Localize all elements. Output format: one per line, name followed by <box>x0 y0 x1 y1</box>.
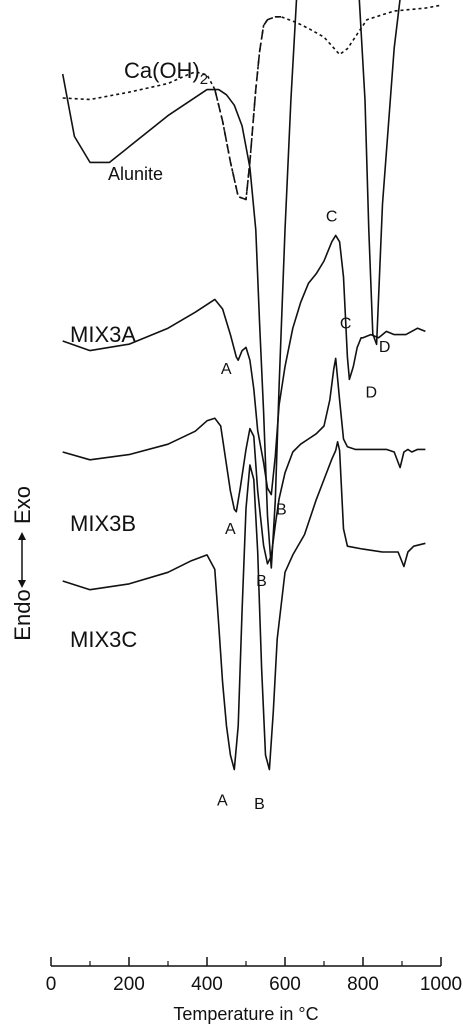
peak-label-mix3a-d: D <box>366 384 378 401</box>
ylabel-arrow-head-exo <box>18 532 26 540</box>
trace-alunite <box>61 0 401 569</box>
y-axis-label: Exo Endo <box>10 486 35 641</box>
ylabel-exo: Exo <box>10 486 35 524</box>
peak-label-mix3c-a: A <box>217 793 228 810</box>
peak-label-mix3a-b: B <box>276 502 287 519</box>
trace-mix3b <box>62 357 426 565</box>
peak-label-mix3b-c: C <box>340 315 352 332</box>
x-axis-title: Temperature in °C <box>173 1004 318 1024</box>
trace-mix3c <box>62 441 426 771</box>
peak-label-mix3b-b: B <box>256 573 267 590</box>
trace-layer <box>61 0 442 771</box>
trace-ca-oh <box>62 4 442 201</box>
trace-mix3a <box>62 234 426 496</box>
series-label-caoh2: Ca(OH)2 <box>124 58 208 88</box>
trace-caoh2-dip <box>214 16 282 201</box>
peak-label-mix3c-b: B <box>254 796 265 813</box>
ylabel-arrow-head-endo <box>18 580 26 588</box>
peak-label-alunite-d: D <box>379 339 391 356</box>
x-axis-title-main: Temperature in <box>173 1004 298 1024</box>
x-ticks: 0 200 400 600 800 1000 <box>46 957 462 995</box>
x-tick-label-800: 800 <box>347 974 379 995</box>
series-label-alunite: Alunite <box>108 164 163 184</box>
series-labels: Ca(OH)2 Alunite MIX3A MIX3B MIX3C <box>70 58 208 652</box>
x-tick-label-200: 200 <box>113 974 145 995</box>
peak-label-mix3a-a: A <box>221 361 232 378</box>
ylabel-endo: Endo <box>10 589 35 640</box>
x-tick-label-1000: 1000 <box>420 974 462 995</box>
peak-label-mix3a-c: C <box>326 208 338 225</box>
series-label-caoh2-main: Ca(OH) <box>124 58 200 83</box>
x-tick-label-600: 600 <box>269 974 301 995</box>
peak-labels: D A B C D A B C A B <box>217 208 391 813</box>
x-axis-title-unit: °C <box>298 1004 318 1024</box>
x-tick-label-0: 0 <box>46 974 57 995</box>
peak-label-mix3b-a: A <box>225 521 236 538</box>
series-label-caoh2-sub: 2 <box>200 71 208 88</box>
series-label-mix3a: MIX3A <box>70 322 136 347</box>
series-label-mix3c: MIX3C <box>70 627 137 652</box>
x-tick-label-400: 400 <box>191 974 223 995</box>
series-label-mix3b: MIX3B <box>70 511 136 536</box>
